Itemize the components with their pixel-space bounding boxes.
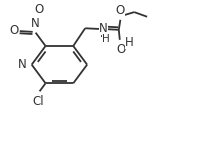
Text: O: O — [116, 4, 125, 17]
Text: Cl: Cl — [33, 95, 44, 108]
Text: O: O — [116, 43, 125, 56]
Text: H: H — [102, 34, 110, 44]
Text: N: N — [31, 17, 40, 30]
Text: O: O — [34, 3, 43, 16]
Text: N: N — [99, 22, 108, 35]
Text: H: H — [125, 36, 134, 49]
Text: N: N — [17, 58, 26, 71]
Text: O: O — [9, 24, 18, 37]
